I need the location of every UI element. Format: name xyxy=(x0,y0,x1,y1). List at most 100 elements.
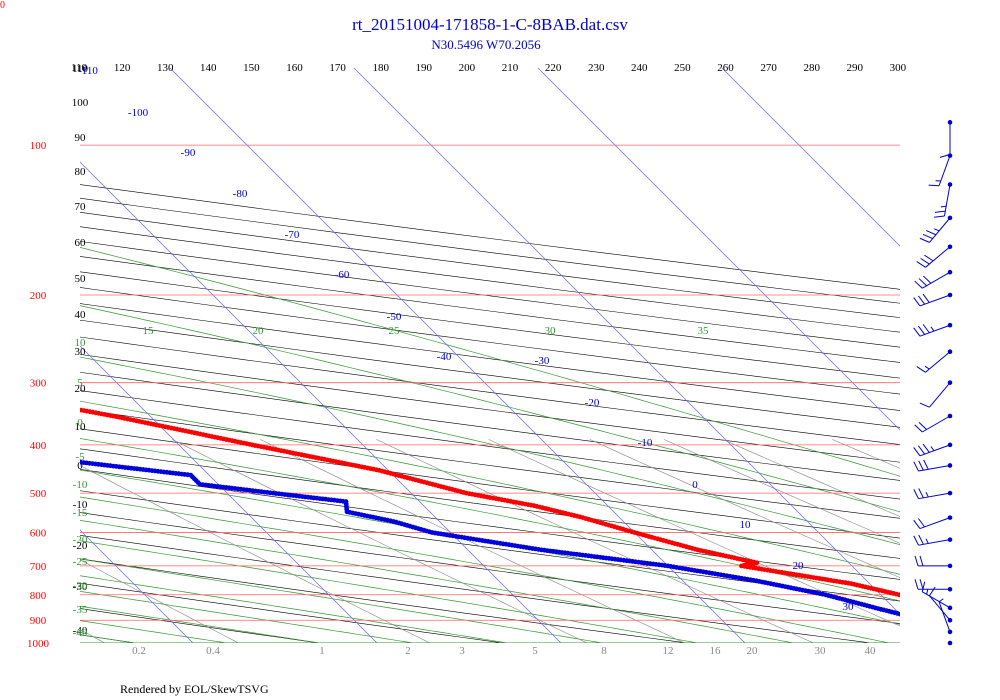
mixing-ratio-label: 20 xyxy=(747,645,759,657)
dewpoint-point xyxy=(16,452,21,457)
dry-adiabat-line xyxy=(80,319,900,428)
wind-barb-staff xyxy=(919,517,951,530)
dewpoint-point xyxy=(959,623,964,628)
temperature-point xyxy=(41,401,46,406)
left-axis-label: -40 xyxy=(73,625,88,637)
moist-adiabat-line xyxy=(80,356,900,545)
dewpoint-point xyxy=(46,456,51,461)
dry-adiabat-line xyxy=(80,271,900,379)
theta-tick-label: 250 xyxy=(674,62,691,74)
wind-barb-feather xyxy=(922,233,933,240)
dewpoint-point xyxy=(40,455,45,460)
dewpoint-point xyxy=(2,451,7,456)
wind-barb-half-feather xyxy=(930,326,935,332)
theta-tick-label: 120 xyxy=(114,62,131,74)
temperature-point xyxy=(64,405,69,410)
moist-adiabat-line xyxy=(80,575,510,643)
wind-barb-feather xyxy=(913,489,919,499)
temperature-point xyxy=(61,405,66,410)
dry-adiabat-line xyxy=(0,35,21,654)
wind-barb-feather xyxy=(919,237,930,243)
wind-barb-feather xyxy=(913,461,919,472)
wind-barb-feather xyxy=(934,215,945,218)
dry-adiabat-line xyxy=(80,558,690,643)
mixing-ratio-line xyxy=(80,559,240,643)
wind-barb-feather xyxy=(914,579,919,590)
dewpoint-point xyxy=(14,452,19,457)
mixing-ratio-line xyxy=(832,439,900,469)
dewpoint-point xyxy=(937,620,942,625)
moist-adiabat-label: 35 xyxy=(698,325,710,337)
wind-barb-staff xyxy=(919,444,951,457)
mixing-ratio-label: 8 xyxy=(601,645,607,657)
dewpoint-point xyxy=(973,626,978,631)
mixing-ratio-line xyxy=(912,439,1000,653)
dewpoint-point xyxy=(8,451,13,456)
temperature-point xyxy=(962,606,967,611)
dewpoint-point xyxy=(19,453,24,458)
mixing-ratio-label: 5 xyxy=(532,645,538,657)
left-axis-label: 100 xyxy=(72,97,89,109)
dewpoint-point xyxy=(978,627,983,632)
dewpoint-point xyxy=(37,455,42,460)
wind-barb-feather xyxy=(918,488,924,499)
moist-adiabat-label: -25 xyxy=(73,556,88,568)
wind-barb-feather xyxy=(917,325,926,335)
wind-barb-staff xyxy=(938,155,951,186)
wind-barb-staff xyxy=(918,539,951,546)
left-axis-label: 40 xyxy=(75,309,87,321)
dry-adiabat-line xyxy=(80,212,900,318)
wind-barb-base xyxy=(947,640,953,646)
wind-barb-feather xyxy=(934,210,946,213)
dry-adiabat-line xyxy=(80,608,322,643)
mixing-ratio-line xyxy=(80,629,106,643)
wind-barb-half-feather xyxy=(938,598,944,603)
dry-adiabat-line xyxy=(80,336,900,445)
dry-adiabat-line xyxy=(80,287,900,395)
isotherm-line xyxy=(353,68,900,615)
dewpoint-point xyxy=(922,618,927,623)
dewpoint-point xyxy=(917,617,922,622)
wind-barb-feather xyxy=(928,184,940,187)
dewpoint-point xyxy=(914,616,919,621)
wind-barb-staff xyxy=(922,271,951,289)
pressure-tick-label: 500 xyxy=(30,488,47,500)
dewpoint-point xyxy=(69,459,74,464)
moist-adiabat-label: 20 xyxy=(253,325,265,337)
dewpoint-point xyxy=(970,625,975,630)
dry-adiabat-line xyxy=(80,226,900,333)
mixing-ratio-line xyxy=(722,439,900,517)
wind-barb-half-feather xyxy=(926,589,929,595)
temperature-point xyxy=(44,401,49,406)
moist-adiabat-label: -30 xyxy=(73,580,88,592)
dewpoint-point xyxy=(954,622,959,627)
moist-adiabat-label: -5 xyxy=(75,451,85,463)
dewpoint-point xyxy=(939,620,944,625)
dewpoint-point xyxy=(903,613,908,618)
dry-adiabat-line xyxy=(80,534,874,643)
temperature-point xyxy=(956,606,961,611)
sounding-profiles xyxy=(0,398,994,635)
theta-tick-label: 110 xyxy=(71,62,88,74)
dewpoint-point xyxy=(989,630,994,635)
wind-barb-feather xyxy=(913,447,921,457)
wind-barb-feather xyxy=(919,579,924,590)
dry-adiabat-line xyxy=(80,256,900,363)
dewpoint-point xyxy=(931,619,936,624)
mixing-ratio-label: 3 xyxy=(459,645,465,657)
temperature-point xyxy=(26,398,31,403)
dewpoint-point xyxy=(0,450,4,455)
temperature-point xyxy=(899,594,900,597)
wind-barbs xyxy=(913,120,953,646)
left-axis-label: 60 xyxy=(75,237,87,249)
dewpoint-point xyxy=(976,626,981,631)
dewpoint-point xyxy=(49,456,54,461)
wind-barb-feather xyxy=(918,421,927,430)
temperature-point xyxy=(53,403,58,408)
moist-adiabat-line xyxy=(0,110,112,654)
dewpoint-point xyxy=(968,624,973,629)
left-axis-label: 20 xyxy=(75,383,87,395)
temperature-point xyxy=(919,597,924,602)
isotherm-label: -40 xyxy=(437,351,452,363)
